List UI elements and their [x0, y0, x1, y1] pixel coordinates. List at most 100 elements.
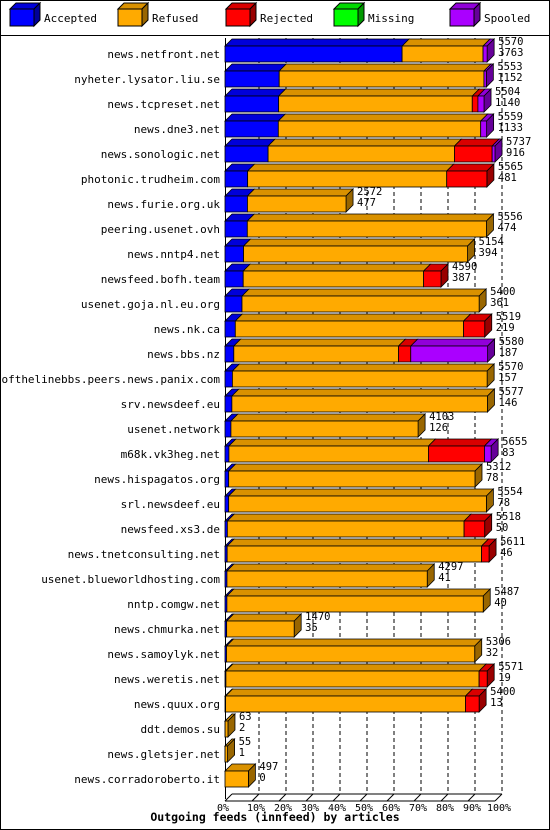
x-tick-mark — [251, 793, 260, 802]
x-tick-label: 70% — [409, 803, 427, 814]
value-total: 55 — [239, 736, 252, 748]
value-total: 5737 — [506, 136, 531, 148]
bar-segment-top-refused — [267, 138, 463, 147]
bar-segment-accepted — [224, 45, 403, 63]
bar-segment-refused — [241, 295, 480, 313]
row-label: ddt.demos.su — [141, 723, 220, 736]
bar-segment-accepted — [224, 120, 279, 138]
bar-segment-top-accepted — [224, 38, 411, 47]
value-accepted: 387 — [452, 272, 471, 284]
value-total: 4103 — [429, 411, 454, 423]
value-total: 5554 — [497, 486, 522, 498]
bar-segment-top-refused — [401, 38, 492, 47]
bar-segment-spooled — [483, 70, 487, 88]
value-total: 5556 — [497, 211, 522, 223]
bar-segment-rejected — [471, 95, 479, 113]
bar-segment-refused — [226, 595, 484, 613]
bar-segment-top-refused — [246, 163, 455, 172]
value-total: 5487 — [494, 586, 519, 598]
row-label: photonic.trudheim.com — [81, 173, 220, 186]
legend-label: Spooled — [484, 12, 530, 25]
bar-segment-rejected — [481, 545, 490, 563]
row-label: nntp.comgw.net — [127, 598, 220, 611]
value-accepted: 219 — [496, 322, 515, 334]
bar-segment-refused — [228, 470, 476, 488]
bar-segment-refused — [267, 145, 455, 163]
bar-segment-refused — [243, 245, 468, 263]
x-tick-mark — [359, 793, 368, 802]
row-label: m68k.vk3heg.net — [121, 448, 220, 461]
bar-segment-rejected — [454, 145, 493, 163]
value-total: 5518 — [496, 511, 521, 523]
row-label: news.nk.ca — [154, 323, 220, 336]
legend-item-accepted: Accepted — [8, 1, 97, 28]
legend-swatch — [333, 8, 359, 27]
x-tick-label: 50% — [355, 803, 373, 814]
legend-swatch — [225, 8, 251, 27]
bar-segment-refused — [246, 220, 487, 238]
legend-label: Missing — [368, 12, 414, 25]
value-total: 4297 — [438, 561, 463, 573]
bar-segment-top-refused — [277, 113, 489, 122]
value-accepted: 146 — [498, 397, 517, 409]
bar-segment-rejected — [478, 670, 488, 688]
bar-segment-top-refused — [227, 438, 437, 447]
bar-segment-refused — [242, 270, 425, 288]
x-axis: 0% 10% 20% 30% 40% 50% 60% 70% 80% 90% 100% — [217, 793, 511, 814]
x-tick-mark — [305, 793, 314, 802]
bar-segment-top-refused — [227, 488, 495, 497]
row-label: news.bbs.nz — [147, 348, 220, 361]
bar-segment-top-accepted — [224, 88, 287, 97]
bar-segment-accepted — [224, 220, 248, 238]
bar-segment-refused — [247, 195, 347, 213]
legend-label: Refused — [152, 12, 198, 25]
legend-item-refused: Refused — [116, 1, 198, 28]
value-total: 5570 — [498, 361, 523, 373]
value-accepted: 0 — [259, 772, 265, 784]
bar-segment-top-refused — [234, 313, 472, 322]
x-tick-label: 40% — [328, 803, 346, 814]
bar-segment-refused — [228, 445, 429, 463]
row-label: news.corradoroberto.it — [74, 773, 220, 786]
row-label: peering.usenet.ovh — [101, 223, 220, 236]
value-accepted: 2 — [239, 722, 245, 734]
value-total: 5312 — [486, 461, 511, 473]
bar-segment-refused — [278, 70, 485, 88]
bar-segment-spooled — [480, 120, 488, 138]
x-tick-mark — [440, 793, 449, 802]
x-tick-label: 80% — [436, 803, 454, 814]
x-tick-mark — [386, 793, 395, 802]
bar-row: endofthelinebbs.peers.news.panix.com 5570… — [0, 361, 523, 388]
legend-label: Accepted — [44, 12, 97, 25]
bar-segment-accepted — [224, 495, 230, 513]
value-total: 63 — [239, 711, 252, 723]
bar-segment-refused — [278, 95, 473, 113]
bar-segment-refused — [224, 745, 228, 763]
x-tick-label: 10% — [247, 803, 265, 814]
bar-segment-top-refused — [224, 688, 474, 697]
value-total: 5519 — [496, 311, 521, 323]
bar-segment-top-refused — [225, 588, 492, 597]
value-accepted: 40 — [494, 597, 507, 609]
bar-segment-rejected — [463, 520, 486, 538]
bar-segment-refused — [225, 670, 480, 688]
legend-swatch — [449, 8, 475, 27]
row-label: usenet.blueworldhosting.com — [41, 573, 220, 586]
row-label: news.furie.org.uk — [107, 198, 220, 211]
row-label: endofthelinebbs.peers.news.panix.com — [0, 373, 220, 386]
bar-segment-top-rejected — [445, 163, 495, 172]
row-label: news.tnetconsulting.net — [68, 548, 220, 561]
legend: Accepted Refused Rejected Missing Spooled — [8, 1, 530, 28]
